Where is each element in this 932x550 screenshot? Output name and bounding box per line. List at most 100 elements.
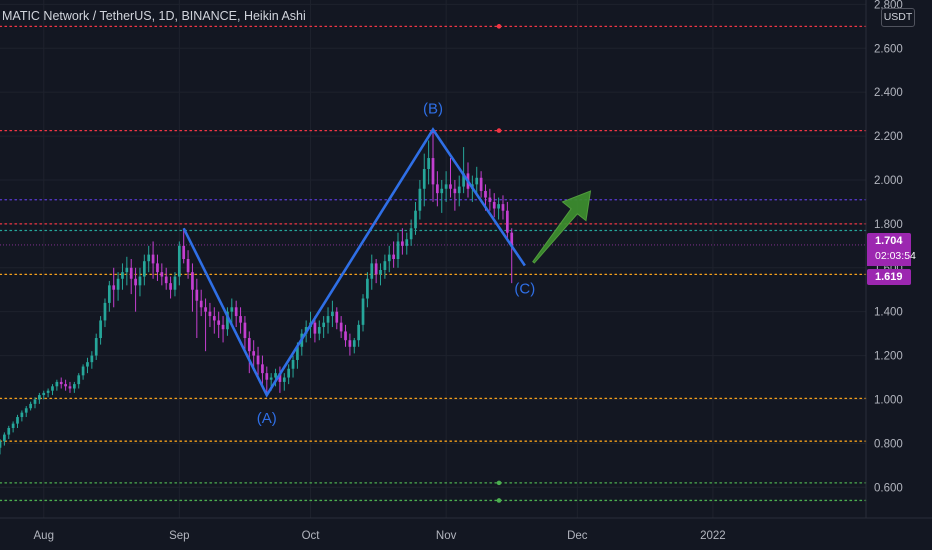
candle-body	[38, 395, 41, 400]
chart-title: MATIC Network / TetherUS, 1D, BINANCE, H…	[2, 9, 306, 23]
candle-body	[164, 276, 168, 284]
candle-body	[33, 399, 37, 404]
candle-body	[173, 276, 177, 290]
price-tick-label: 1.200	[874, 351, 903, 363]
candle-body	[265, 373, 269, 380]
candle-body	[204, 307, 207, 312]
candle-body	[24, 408, 28, 413]
candle-body	[449, 184, 452, 189]
candle-body	[20, 412, 24, 418]
currency-button[interactable]: USDT	[881, 8, 915, 27]
candle-body	[488, 197, 492, 202]
candle-body	[344, 331, 347, 341]
candle-body	[112, 285, 116, 290]
candle-body	[326, 316, 330, 323]
time-tick-label: Dec	[567, 530, 588, 542]
candle-body	[313, 322, 317, 334]
last-price-value: 1.704	[875, 235, 903, 247]
candle-body	[440, 188, 444, 194]
candle-body	[16, 417, 19, 424]
candle-body	[401, 241, 404, 246]
candle-body	[195, 289, 199, 301]
candle-body	[86, 362, 89, 367]
time-tick-label: Nov	[436, 530, 457, 542]
price-tick-label: 0.600	[874, 482, 903, 494]
candle-body	[7, 428, 11, 435]
candle-body	[396, 241, 400, 259]
candle-body	[129, 267, 133, 279]
candle-body	[436, 184, 439, 194]
candle-body	[431, 158, 435, 185]
candle-body	[374, 263, 378, 275]
candle-body	[453, 188, 457, 194]
second-price-tag: 1.619	[867, 269, 911, 285]
price-tick-label: 0.800	[874, 438, 903, 450]
price-tick-label: 2.400	[874, 87, 903, 99]
time-tick-label: Oct	[302, 530, 321, 542]
candle-body	[444, 184, 448, 189]
candle-body	[46, 390, 50, 393]
time-tick-label: Sep	[169, 530, 189, 542]
candle-body	[90, 355, 94, 363]
candle-body	[247, 338, 251, 352]
candle-body	[11, 423, 15, 429]
candle-body	[103, 302, 107, 321]
candle-body	[29, 403, 32, 409]
price-tick-label: 2.000	[874, 175, 903, 187]
candles	[0, 129, 514, 455]
candle-body	[77, 375, 81, 385]
candle-body	[409, 228, 413, 240]
candle-body	[212, 316, 216, 321]
candle-body	[199, 300, 203, 308]
candle-body	[392, 254, 395, 259]
wave-line	[182, 127, 526, 398]
candle-body	[317, 327, 321, 334]
candle-body	[221, 324, 225, 330]
candle-body	[125, 267, 129, 273]
price-tick-label: 1.000	[874, 394, 903, 406]
candle-body	[418, 188, 422, 211]
candle-body	[55, 381, 59, 387]
candle-body	[282, 377, 286, 382]
wave-pattern: (A) (B) (C)	[182, 101, 535, 427]
wave-label-b: (B)	[423, 101, 443, 118]
price-tick-label: 2.200	[874, 131, 903, 143]
candle-body	[147, 254, 151, 262]
candle-body	[107, 285, 111, 303]
candle-body	[296, 346, 299, 360]
candle-body	[291, 359, 295, 369]
candle-body	[278, 373, 282, 382]
candle-body	[72, 384, 76, 389]
candle-body	[383, 261, 387, 270]
price-tick-label: 1.800	[874, 219, 903, 231]
candle-body	[348, 340, 352, 347]
candle-body	[510, 232, 514, 246]
candle-body	[462, 173, 465, 187]
candle-body	[226, 311, 229, 330]
wave-label-c: (C)	[514, 281, 535, 298]
candle-body	[68, 386, 72, 389]
candle-body	[142, 261, 146, 277]
candle-body	[0, 441, 2, 448]
candle-body	[169, 283, 172, 290]
candle-body	[287, 368, 291, 378]
level-marker	[496, 24, 502, 29]
candle-body	[357, 324, 361, 341]
candle-body	[497, 204, 500, 209]
candle-body	[156, 263, 159, 273]
candle-body	[160, 272, 164, 277]
candle-body	[335, 311, 339, 323]
candle-body	[217, 320, 221, 325]
candle-body	[501, 204, 505, 211]
grid-lines	[0, 0, 866, 518]
candle-body	[422, 169, 426, 189]
candle-body	[243, 322, 247, 339]
candle-body	[261, 364, 264, 374]
candle-body	[234, 307, 238, 317]
price-tick-label: 1.400	[874, 307, 903, 319]
candle-body	[151, 254, 155, 264]
candle-body	[94, 338, 98, 356]
candle-body	[239, 316, 242, 323]
time-axis[interactable]: Aug Sep Oct Nov Dec 2022	[34, 530, 726, 542]
